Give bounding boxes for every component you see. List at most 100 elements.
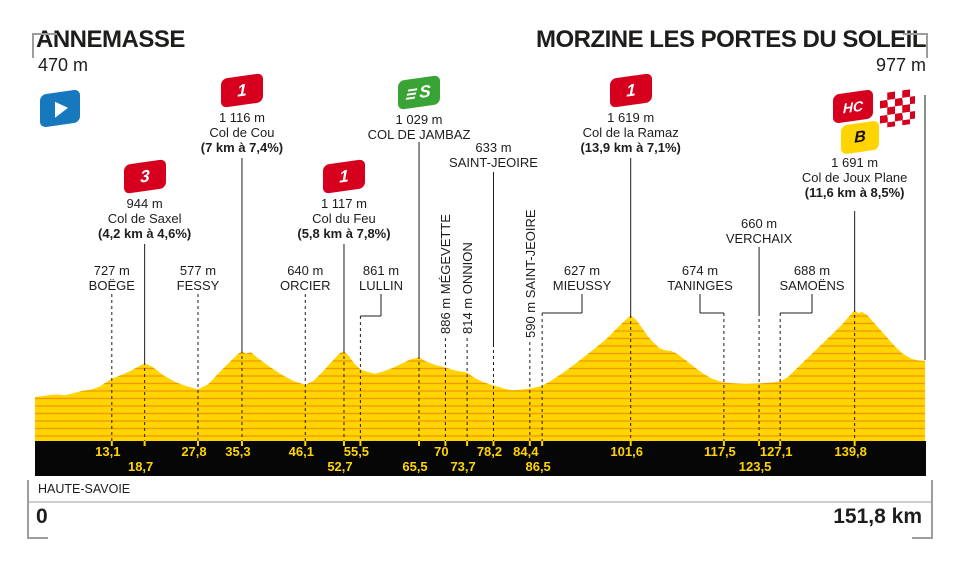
waypoint-label-saint-jeoire-84: 590 m SAINT-JEOIRE	[522, 209, 538, 338]
waypoint-name: FESSY	[176, 278, 220, 293]
waypoint-name: Col de la Ramaz	[582, 125, 679, 140]
km-tick	[629, 441, 632, 446]
waypoint-elevation: 1 117 m	[320, 196, 367, 211]
waypoint-name: ORCIER	[280, 278, 331, 293]
km-marker-55-5: 55,5	[343, 444, 370, 459]
km-tick	[779, 441, 782, 446]
km-marker-27-8: 27,8	[181, 444, 207, 459]
waypoint-elevation: 577 m	[179, 263, 217, 278]
km-marker-70: 70	[434, 444, 449, 459]
waypoint-label-col-de-joux-plane-140: 1 691 m Col de Joux Plane (11,6 km à 8,5%)	[802, 155, 908, 200]
finish-checkered-flag-icon	[878, 87, 916, 130]
km-tick	[492, 441, 495, 446]
waypoint-name: Col du Feu	[312, 211, 376, 226]
finish-elevation: 977 m	[875, 55, 926, 75]
waypoint-elevation: 1 116 m	[218, 110, 265, 125]
waypoint-label-orcier-46: 640 m ORCIER	[280, 263, 331, 293]
waypoint-elevation: 674 m	[681, 263, 719, 278]
waypoint-name: MIEUSSY	[552, 278, 612, 293]
start-elevation: 470 m	[38, 55, 89, 75]
department-label: HAUTE-SAVOIE	[38, 482, 131, 496]
corner-bracket-top-right	[903, 33, 928, 58]
climb-gradient: (7 km à 7,4%)	[200, 140, 284, 155]
km-tick	[240, 441, 243, 446]
km-marker-86-5: 86,5	[525, 459, 551, 474]
waypoint-label-col-du-feu-53: 1 117 m Col du Feu (5,8 km à 7,8%)	[297, 196, 390, 241]
km-tick	[304, 441, 307, 446]
waypoint-elevation: 627 m	[563, 263, 601, 278]
elevation-profile-area	[35, 310, 925, 441]
category-3-flag-icon: 3	[123, 159, 166, 194]
waypoint-name: TANINGES	[667, 278, 733, 293]
km-marker-46-1: 46,1	[288, 444, 314, 459]
km-marker-52-7: 52,7	[327, 459, 353, 474]
waypoint-label-mieussy-87: 627 m MIEUSSY	[553, 263, 612, 293]
sprint-lines-icon	[407, 91, 417, 96]
km-total-label: 151,8 km	[833, 505, 922, 528]
waypoint-label-saint-jeoire-78: 633 m SAINT-JEOIRE	[449, 140, 538, 170]
km-tick	[359, 441, 362, 446]
km-marker-123-5: 123,5	[738, 459, 772, 474]
waypoint-label-boege-13: 727 m BOËGE	[89, 263, 135, 293]
km-bar	[35, 441, 926, 476]
waypoint-label-megevette-70: 886 m MÉGEVETTE	[438, 214, 454, 334]
km-tick	[342, 441, 345, 446]
waypoint-label-lullin-56: 861 m LULLIN	[359, 263, 403, 293]
km-tick	[758, 441, 761, 446]
waypoint-name: VERCHAIX	[725, 231, 793, 246]
waypoint-name: Col de Saxel	[107, 211, 182, 226]
km-marker-127-1: 127,1	[759, 444, 793, 459]
km-marker-101-6: 101,6	[610, 444, 643, 459]
start-city-title: ANNEMASSE	[36, 26, 185, 53]
category-1-flag-icon: 1	[322, 159, 365, 194]
km-marker-13-1: 13,1	[95, 444, 121, 459]
climb-gradient: (11,6 km à 8,5%)	[804, 185, 905, 200]
km-tick	[541, 441, 544, 446]
corner-bracket-bottom-right	[912, 480, 933, 539]
km-tick	[143, 441, 146, 446]
waypoint-name: SAMOËNS	[779, 278, 845, 293]
km-tick	[444, 441, 447, 446]
km-marker-73-7: 73,7	[450, 459, 476, 474]
waypoint-elevation: 944 m	[126, 196, 163, 211]
category-hc-flag-icon: HC	[832, 89, 873, 124]
corner-bracket-top-left	[32, 33, 57, 58]
category-1-flag-icon: 1	[220, 73, 263, 108]
bonus-b-flag-icon: B	[840, 120, 879, 155]
km-start-label: 0	[36, 505, 48, 528]
waypoint-label-col-de-saxel-19: 944 m Col de Saxel (4,2 km à 4,6%)	[98, 196, 191, 241]
waypoint-name: SAINT-JEOIRE	[449, 155, 538, 170]
km-tick	[722, 441, 725, 446]
km-marker-139-8: 139,8	[834, 444, 867, 459]
waypoint-elevation: 861 m	[362, 263, 400, 278]
climb-gradient: (4,2 km à 4,6%)	[98, 226, 192, 241]
km-marker-35-3: 35,3	[225, 444, 251, 459]
km-marker-117-5: 117,5	[703, 444, 736, 459]
waypoint-label-col-de-la-ramaz-102: 1 619 m Col de la Ramaz (13,9 km à 7,1%)	[580, 110, 680, 155]
finish-city-title: MORZINE LES PORTES DU SOLEIL	[535, 26, 927, 53]
waypoint-elevation: 640 m	[287, 263, 324, 278]
waypoint-name: Col de Joux Plane	[801, 170, 908, 185]
km-marker-65-5: 65,5	[402, 459, 428, 474]
waypoint-elevation: 660 m	[740, 216, 778, 231]
waypoint-elevation: 1 691 m	[831, 155, 879, 170]
waypoint-label-col-de-cou-35: 1 116 m Col de Cou (7 km à 7,4%)	[201, 110, 283, 155]
waypoint-label-onnion-74: 814 m ONNION	[460, 242, 476, 334]
km-tick	[466, 441, 469, 446]
km-tick	[110, 441, 113, 446]
waypoint-name: Col de Cou	[209, 125, 275, 140]
waypoint-name: LULLIN	[358, 278, 404, 293]
waypoint-name: COL DE JAMBAZ	[367, 127, 471, 142]
waypoint-elevation: 688 m	[793, 263, 831, 278]
waypoint-name: BOËGE	[88, 278, 135, 293]
km-tick	[528, 441, 531, 446]
waypoint-elevation: 727 m	[93, 263, 130, 278]
km-tick	[853, 441, 856, 446]
climb-gradient: (13,9 km à 7,1%)	[580, 140, 681, 155]
category-1-flag-icon: 1	[609, 73, 652, 108]
km-tick	[196, 441, 199, 446]
km-marker-78-2: 78,2	[476, 444, 503, 459]
